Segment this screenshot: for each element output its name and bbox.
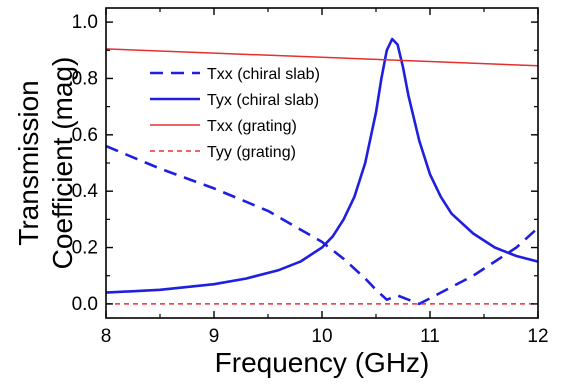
series-line-2 [106,37,538,294]
y-tick-label: 0.6 [72,125,98,146]
x-axis-title: Frequency (GHz) [215,347,430,378]
legend: Txx (chiral slab) Tyx (chiral slab) Txx (g… [150,66,320,161]
axes-layer: 8 9 10 11 12 0.0 0.2 0.4 0.6 0.8 1.0 [72,7,549,347]
legend-label-1: Txx (chiral slab) [207,66,320,83]
y-tick-label: 0.4 [72,181,99,202]
x-tick-label: 11 [420,326,440,347]
y-tick-label: 0.8 [72,68,98,89]
y-axis-title-line-1: Transmission [13,80,44,245]
x-tick-label: 10 [311,326,332,347]
axis-titles: Frequency (GHz) Transmission Coefficient… [13,57,429,378]
y-tick-label: 0.2 [72,238,98,259]
y-tick-label: 0.0 [72,294,98,315]
y-tick-label: 1.0 [72,12,98,33]
legend-label-3: Txx (grating) [207,118,297,135]
legend-label-2: Tyx (chiral slab) [207,92,319,109]
series-layer [106,37,538,306]
legend-label-4: Tyy (grating) [207,144,296,161]
plot-frame [105,7,539,319]
series-line-1 [106,144,538,306]
y-axis-title-line-2: Coefficient (mag) [47,57,78,270]
series-line-3 [106,48,538,67]
x-tick-label: 8 [101,326,112,347]
x-tick-label: 12 [527,326,548,347]
x-tick-label: 9 [209,326,220,347]
